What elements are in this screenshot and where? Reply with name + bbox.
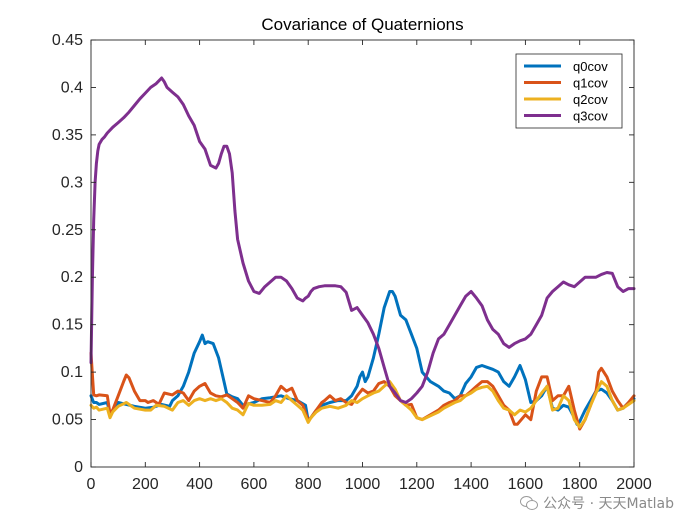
y-tick-label: 0.05 <box>52 412 83 429</box>
y-tick-label: 0.1 <box>61 364 83 381</box>
y-tick-label: 0.3 <box>61 174 83 191</box>
y-tick-label: 0.4 <box>61 79 83 96</box>
wechat-icon <box>520 495 539 511</box>
x-tick-label: 2000 <box>616 476 652 493</box>
y-tick-label: 0.45 <box>52 32 83 49</box>
x-tick-label: 1400 <box>453 476 489 493</box>
x-tick-label: 200 <box>132 476 159 493</box>
x-tick-label: 1000 <box>345 476 381 493</box>
x-tick-label: 0 <box>87 476 96 493</box>
x-tick-label: 1800 <box>562 476 598 493</box>
x-tick-label: 1600 <box>508 476 544 493</box>
x-tick-label: 600 <box>241 476 268 493</box>
ticks-layer: 0 200 400 600 800 1000 1200 1400 1600 1800 2000 0 0.… <box>52 32 652 493</box>
series-line-q2cov <box>89 380 636 429</box>
series-line-q3cov <box>89 76 636 404</box>
legend-label-q1cov: q1cov <box>573 76 608 91</box>
series-layer <box>89 76 636 431</box>
series-line-q1cov <box>89 351 636 431</box>
x-tick-label: 800 <box>295 476 322 493</box>
x-tick-label: 1200 <box>399 476 435 493</box>
chart-title: Covariance of Quaternions <box>261 15 463 34</box>
y-tick-label: 0 <box>74 459 83 476</box>
y-tick-label: 0.25 <box>52 222 83 239</box>
legend-label-q0cov: q0cov <box>573 59 608 74</box>
y-tick-label: 0.15 <box>52 317 83 334</box>
x-tick-label: 400 <box>186 476 213 493</box>
legend-label-q3cov: q3cov <box>573 109 608 124</box>
legend-label-q2cov: q2cov <box>573 92 608 107</box>
watermark-text: 公众号 · 天天Matlab <box>543 496 674 512</box>
y-tick-label: 0.35 <box>52 127 83 144</box>
y-tick-label: 0.2 <box>61 269 83 286</box>
watermark: 公众号 · 天天Matlab <box>520 493 674 513</box>
